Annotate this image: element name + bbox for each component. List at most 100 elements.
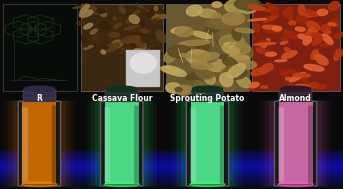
Ellipse shape	[192, 31, 211, 39]
Ellipse shape	[186, 5, 202, 16]
FancyBboxPatch shape	[191, 102, 224, 184]
Ellipse shape	[287, 84, 293, 86]
Ellipse shape	[132, 33, 154, 37]
Ellipse shape	[156, 30, 166, 43]
Ellipse shape	[278, 182, 314, 187]
Ellipse shape	[104, 182, 140, 187]
Ellipse shape	[212, 2, 222, 7]
Ellipse shape	[298, 34, 308, 39]
Ellipse shape	[284, 7, 293, 16]
Ellipse shape	[194, 81, 206, 90]
Ellipse shape	[226, 42, 251, 55]
Ellipse shape	[295, 84, 310, 88]
Ellipse shape	[247, 19, 266, 21]
Ellipse shape	[114, 23, 122, 29]
Ellipse shape	[101, 50, 105, 54]
Ellipse shape	[84, 46, 93, 49]
Ellipse shape	[164, 50, 176, 63]
Ellipse shape	[282, 51, 297, 59]
Ellipse shape	[24, 86, 55, 91]
Ellipse shape	[124, 25, 140, 30]
Ellipse shape	[196, 43, 210, 50]
Bar	[191, 94, 224, 98]
Ellipse shape	[92, 35, 99, 41]
Ellipse shape	[171, 27, 187, 33]
Ellipse shape	[143, 8, 148, 10]
Ellipse shape	[282, 37, 288, 40]
Ellipse shape	[166, 83, 181, 93]
Ellipse shape	[289, 21, 296, 25]
Ellipse shape	[312, 36, 323, 45]
Ellipse shape	[238, 0, 258, 14]
Ellipse shape	[147, 6, 159, 17]
FancyBboxPatch shape	[274, 101, 317, 186]
FancyBboxPatch shape	[99, 101, 144, 187]
Ellipse shape	[120, 36, 140, 43]
Ellipse shape	[262, 25, 279, 29]
Ellipse shape	[102, 46, 108, 48]
Ellipse shape	[129, 51, 132, 57]
Ellipse shape	[275, 60, 287, 62]
FancyBboxPatch shape	[181, 101, 234, 187]
Ellipse shape	[133, 40, 138, 44]
Ellipse shape	[333, 22, 339, 26]
Ellipse shape	[270, 5, 278, 16]
FancyBboxPatch shape	[19, 101, 60, 186]
Ellipse shape	[281, 86, 311, 91]
Ellipse shape	[112, 40, 122, 48]
Ellipse shape	[95, 8, 107, 14]
Ellipse shape	[261, 64, 273, 72]
Ellipse shape	[153, 19, 157, 24]
Ellipse shape	[256, 48, 266, 53]
Bar	[81, 4, 163, 91]
FancyBboxPatch shape	[187, 101, 228, 186]
Ellipse shape	[175, 88, 182, 92]
Ellipse shape	[81, 36, 87, 47]
Ellipse shape	[308, 83, 319, 88]
Ellipse shape	[294, 73, 310, 77]
Ellipse shape	[280, 70, 289, 76]
FancyBboxPatch shape	[23, 102, 56, 184]
Ellipse shape	[192, 86, 223, 91]
Ellipse shape	[121, 48, 128, 52]
Ellipse shape	[168, 45, 192, 58]
Ellipse shape	[82, 53, 87, 57]
FancyBboxPatch shape	[278, 107, 284, 182]
Ellipse shape	[225, 0, 251, 13]
Ellipse shape	[301, 13, 319, 17]
Bar	[166, 4, 249, 91]
Ellipse shape	[322, 34, 333, 44]
Ellipse shape	[310, 33, 323, 39]
Ellipse shape	[328, 23, 336, 26]
Ellipse shape	[180, 40, 210, 46]
Bar	[279, 94, 312, 98]
Ellipse shape	[219, 35, 245, 50]
Ellipse shape	[96, 9, 106, 13]
FancyBboxPatch shape	[185, 101, 230, 187]
Ellipse shape	[179, 88, 189, 94]
Ellipse shape	[227, 54, 250, 64]
Text: Almond: Almond	[279, 94, 312, 103]
Ellipse shape	[266, 3, 279, 11]
Ellipse shape	[273, 26, 282, 31]
Bar	[3, 4, 77, 91]
Ellipse shape	[334, 49, 343, 59]
Ellipse shape	[219, 17, 237, 25]
Ellipse shape	[260, 71, 266, 74]
FancyBboxPatch shape	[101, 101, 143, 186]
Ellipse shape	[298, 5, 305, 15]
Ellipse shape	[223, 66, 247, 79]
Ellipse shape	[303, 77, 308, 83]
FancyBboxPatch shape	[279, 102, 313, 184]
Ellipse shape	[265, 52, 276, 56]
Ellipse shape	[224, 43, 238, 47]
Ellipse shape	[77, 21, 84, 26]
Ellipse shape	[85, 4, 98, 11]
Ellipse shape	[119, 45, 137, 53]
Ellipse shape	[297, 15, 307, 23]
Ellipse shape	[113, 17, 117, 20]
Ellipse shape	[126, 24, 141, 33]
Ellipse shape	[126, 18, 133, 24]
Ellipse shape	[254, 43, 276, 45]
Ellipse shape	[250, 82, 259, 88]
